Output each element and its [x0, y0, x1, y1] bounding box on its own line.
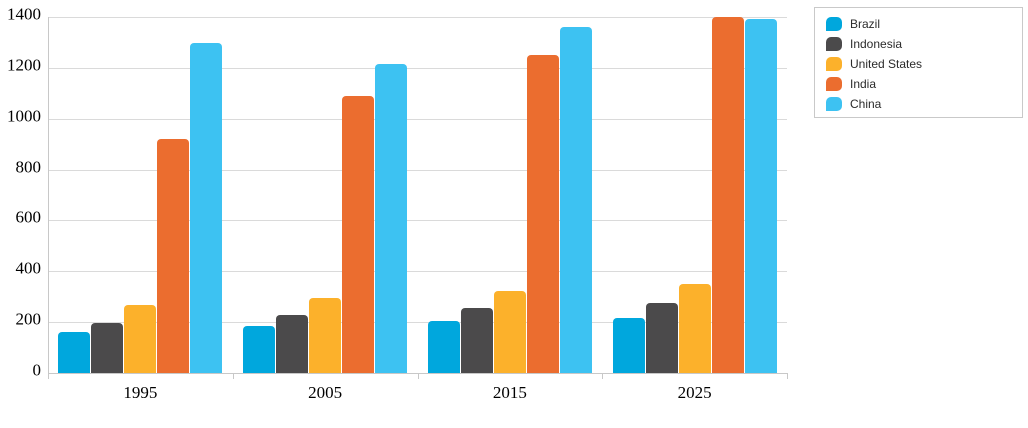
- y-axis-label-1200: 1200: [7, 55, 41, 75]
- x-axis-tick: [418, 374, 419, 379]
- bar-china-2015[interactable]: [559, 27, 592, 373]
- legend-item-brazil[interactable]: Brazil: [815, 14, 1022, 34]
- bar-china-2005[interactable]: [375, 64, 408, 373]
- gridline-1400: [48, 17, 787, 18]
- y-axis-label-1400: 1400: [7, 4, 41, 24]
- gridline-200: [48, 322, 787, 324]
- y-axis-label-400: 400: [15, 258, 42, 278]
- legend-label-india: India: [850, 77, 877, 91]
- y-axis-label-600: 600: [15, 207, 42, 227]
- legend-label-united-states: United States: [850, 57, 923, 71]
- legend-item-indonesia[interactable]: Indonesia: [815, 34, 1022, 54]
- y-axis-line: [48, 17, 49, 373]
- x-axis-label-1995: 1995: [123, 383, 158, 402]
- bar-united-states-2025[interactable]: [678, 284, 711, 373]
- x-axis-tick: [233, 374, 234, 379]
- bar-indonesia-2005[interactable]: [276, 315, 309, 373]
- bar-united-states-2005[interactable]: [309, 298, 342, 373]
- y-axis-label-0: 0: [32, 360, 42, 380]
- bar-china-2025[interactable]: [744, 19, 777, 373]
- x-axis-label-2005: 2005: [308, 383, 343, 402]
- gridline-1200: [48, 67, 787, 69]
- legend-label-brazil: Brazil: [850, 17, 881, 31]
- y-axis-label-1000: 1000: [7, 106, 41, 126]
- x-axis-line: [48, 373, 788, 374]
- bar-brazil-2005[interactable]: [243, 326, 276, 373]
- gridline-400: [48, 271, 787, 273]
- legend-item-united-states[interactable]: United States: [815, 54, 1022, 74]
- bar-china-1995[interactable]: [190, 43, 223, 373]
- bar-brazil-1995[interactable]: [58, 332, 91, 373]
- bar-united-states-2015[interactable]: [493, 291, 526, 373]
- legend-marker-united-states-icon: [826, 57, 842, 71]
- legend-marker-brazil-icon: [826, 17, 842, 31]
- bar-india-2015[interactable]: [526, 55, 559, 373]
- x-axis-label-2015: 2015: [492, 383, 527, 402]
- bar-indonesia-1995[interactable]: [91, 323, 124, 373]
- legend-marker-china-icon: [826, 97, 842, 111]
- legend-label-indonesia: Indonesia: [850, 37, 903, 51]
- legend-marker-indonesia-icon: [826, 37, 842, 51]
- bar-indonesia-2025[interactable]: [645, 303, 678, 373]
- y-axis-label-800: 800: [15, 157, 42, 177]
- legend: Brazil Indonesia United States India China: [814, 7, 1023, 118]
- bar-india-2005[interactable]: [342, 96, 375, 373]
- gridline-1000: [48, 118, 787, 120]
- bar-indonesia-2015[interactable]: [460, 308, 493, 373]
- legend-item-india[interactable]: India: [815, 74, 1022, 94]
- legend-marker-india-icon: [826, 77, 842, 91]
- x-axis-tick: [48, 374, 49, 379]
- gridline-600: [48, 220, 787, 222]
- legend-item-china[interactable]: China: [815, 94, 1022, 114]
- x-axis-tick: [787, 374, 788, 379]
- gridline-800: [48, 169, 787, 171]
- bar-united-states-1995[interactable]: [124, 305, 157, 373]
- bar-india-1995[interactable]: [157, 139, 190, 373]
- x-axis-tick: [602, 374, 603, 379]
- bar-brazil-2015[interactable]: [427, 321, 460, 373]
- bar-india-2025[interactable]: [711, 17, 744, 373]
- legend-label-china: China: [850, 97, 882, 111]
- y-axis-label-200: 200: [15, 309, 42, 329]
- bar-brazil-2025[interactable]: [612, 318, 645, 373]
- x-axis-label-2025: 2025: [677, 383, 712, 402]
